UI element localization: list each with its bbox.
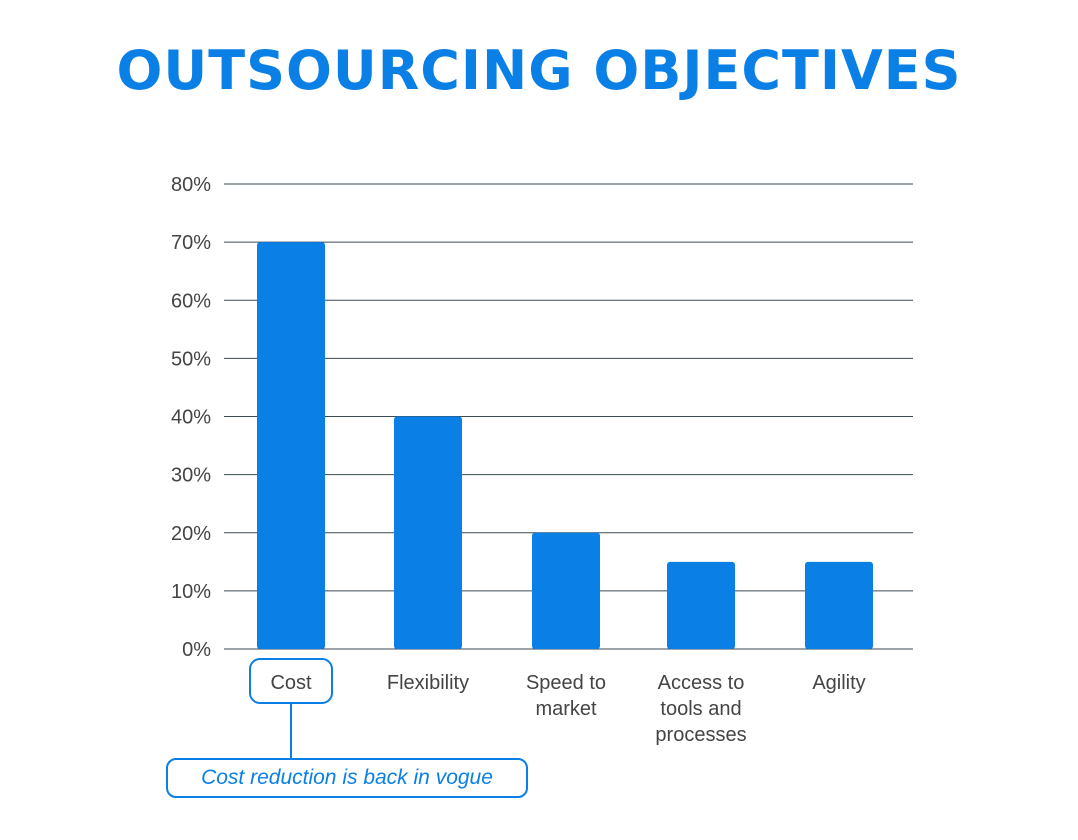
bar bbox=[257, 242, 325, 649]
x-category-label-line: Agility bbox=[812, 672, 865, 694]
y-tick-label: 10% bbox=[171, 581, 211, 603]
x-category-label-line: market bbox=[535, 698, 597, 720]
bar bbox=[394, 416, 462, 649]
x-category-label: Agility bbox=[812, 672, 865, 694]
y-tick-label: 80% bbox=[171, 174, 211, 196]
x-category-label: Access to tools and processes bbox=[655, 672, 746, 746]
bar bbox=[805, 561, 873, 649]
x-category-label-line: tools and bbox=[660, 698, 741, 720]
y-tick-label: 60% bbox=[171, 290, 211, 312]
y-tick-label: 30% bbox=[171, 465, 211, 487]
x-category-label: Speed to market bbox=[526, 672, 606, 720]
x-category-label-line: processes bbox=[655, 724, 746, 746]
bar bbox=[667, 561, 735, 649]
x-category-label-line: Access to bbox=[658, 672, 745, 694]
x-category-label: Cost bbox=[270, 672, 312, 694]
annotation-callout: Cost reduction is back in vogue bbox=[166, 758, 528, 798]
chart-title: OUTSOURCING OBJECTIVES bbox=[116, 39, 962, 102]
y-tick-label: 40% bbox=[171, 407, 211, 429]
x-category-label-line: Flexibility bbox=[387, 672, 469, 694]
x-category-label: Flexibility bbox=[387, 672, 469, 694]
bar bbox=[532, 532, 600, 649]
y-tick-label: 70% bbox=[171, 232, 211, 254]
y-tick-label: 50% bbox=[171, 348, 211, 370]
y-tick-label: 0% bbox=[182, 639, 211, 661]
x-category-label-line: Cost bbox=[270, 672, 312, 694]
x-category-label-line: Speed to bbox=[526, 672, 606, 694]
y-tick-label: 20% bbox=[171, 523, 211, 545]
